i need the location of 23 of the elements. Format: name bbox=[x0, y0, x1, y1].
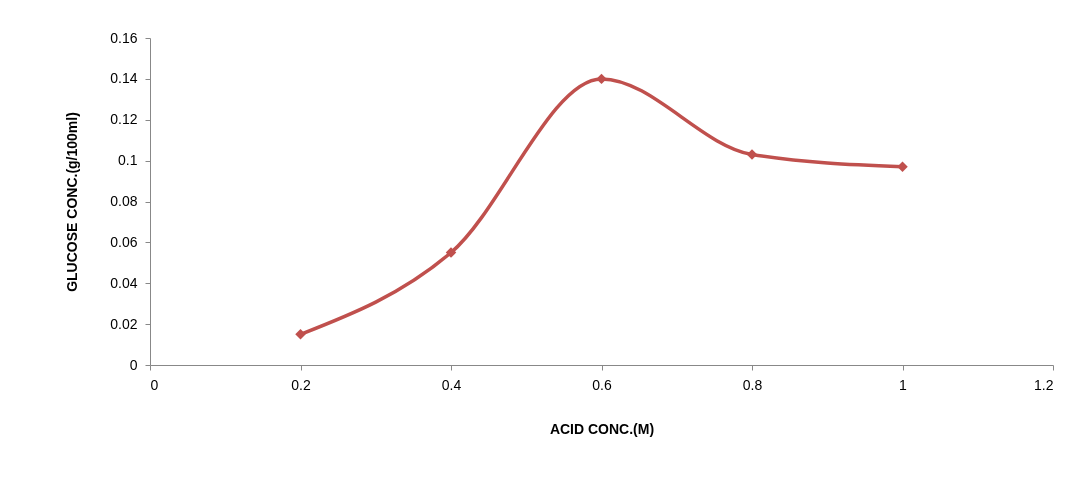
x-tick-label: 1.2 bbox=[1034, 376, 1054, 393]
point bbox=[295, 329, 306, 340]
y-tick-label: 0.16 bbox=[110, 29, 138, 46]
x-tick-label: 1 bbox=[899, 376, 908, 393]
point bbox=[897, 161, 908, 172]
x-tick-label: 0.4 bbox=[441, 376, 462, 393]
point bbox=[445, 247, 457, 258]
y-tick-label: 0.08 bbox=[110, 193, 138, 209]
y-tick-label: 0.02 bbox=[110, 315, 138, 332]
x-axis-title: ACID CONC.(M) bbox=[549, 420, 655, 437]
x-tick-label: 0.6 bbox=[592, 376, 612, 393]
x-tick-label: 0 bbox=[150, 376, 159, 393]
point bbox=[746, 149, 758, 160]
x-tick-label: 0.2 bbox=[291, 376, 311, 393]
point bbox=[596, 73, 607, 85]
y-tick-label: 0.06 bbox=[110, 233, 138, 250]
y-axis-title: GLUCOSE CONC.(g/100ml) bbox=[64, 112, 81, 292]
x-tick-label: 0.8 bbox=[742, 376, 763, 393]
y-tick-label: 0.14 bbox=[110, 70, 138, 87]
y-tick-label: 0.1 bbox=[118, 152, 138, 169]
y-tick-label: 0.04 bbox=[110, 274, 138, 291]
y-tick-label: 0 bbox=[129, 356, 138, 373]
y-tick-label: 0.12 bbox=[110, 111, 138, 128]
